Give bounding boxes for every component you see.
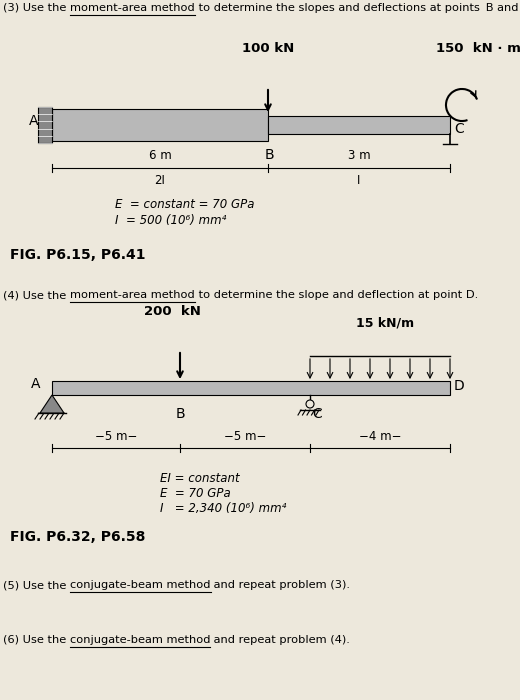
Text: 200  kN: 200 kN xyxy=(144,305,200,318)
Polygon shape xyxy=(40,395,64,413)
Text: (3) Use the: (3) Use the xyxy=(3,3,70,13)
Text: and repeat problem (4).: and repeat problem (4). xyxy=(211,635,350,645)
Text: −5 m−: −5 m− xyxy=(95,430,137,443)
Text: FIG. P6.15, P6.41: FIG. P6.15, P6.41 xyxy=(10,248,146,262)
Text: 2I: 2I xyxy=(154,174,165,187)
Bar xyxy=(52,381,450,395)
Text: and repeat problem (3).: and repeat problem (3). xyxy=(211,580,350,590)
Text: to determine the slope and deflection at point D.: to determine the slope and deflection at… xyxy=(194,290,478,300)
Text: 150  kN · m: 150 kN · m xyxy=(436,42,520,55)
Text: I   = 2,340 (10⁶) mm⁴: I = 2,340 (10⁶) mm⁴ xyxy=(160,502,287,515)
Text: E  = constant = 70 GPa: E = constant = 70 GPa xyxy=(115,198,254,211)
Text: −5 m−: −5 m− xyxy=(224,430,266,443)
Circle shape xyxy=(306,400,314,408)
Text: A: A xyxy=(29,114,39,128)
Text: moment-area method: moment-area method xyxy=(70,290,194,300)
Text: (6) Use the: (6) Use the xyxy=(3,635,70,645)
Text: moment-area method: moment-area method xyxy=(70,3,195,13)
Text: 3 m: 3 m xyxy=(348,149,370,162)
Text: 15 kN/m: 15 kN/m xyxy=(356,316,414,329)
Text: C: C xyxy=(312,407,322,421)
Text: 100 kN: 100 kN xyxy=(242,42,294,55)
Text: (5) Use the: (5) Use the xyxy=(3,580,70,590)
Text: D: D xyxy=(454,379,465,393)
Text: −4 m−: −4 m− xyxy=(359,430,401,443)
Text: E  = 70 GPa: E = 70 GPa xyxy=(160,487,231,500)
Text: (4) Use the: (4) Use the xyxy=(3,290,70,300)
Text: conjugate-beam method: conjugate-beam method xyxy=(70,580,211,590)
Text: to determine the slopes and deflections at points  B and C.: to determine the slopes and deflections … xyxy=(195,3,520,13)
Text: B: B xyxy=(175,407,185,421)
Text: 6 m: 6 m xyxy=(149,149,172,162)
Bar xyxy=(268,116,450,134)
Bar xyxy=(38,107,52,143)
Text: EI = constant: EI = constant xyxy=(160,472,240,485)
Text: FIG. P6.32, P6.58: FIG. P6.32, P6.58 xyxy=(10,530,146,544)
Text: conjugate-beam method: conjugate-beam method xyxy=(70,635,211,645)
Bar xyxy=(52,109,268,141)
Text: I  = 500 (10⁶) mm⁴: I = 500 (10⁶) mm⁴ xyxy=(115,214,226,227)
Text: B: B xyxy=(264,148,274,162)
Text: I: I xyxy=(357,174,361,187)
Text: C: C xyxy=(454,122,464,136)
Text: A: A xyxy=(31,377,41,391)
